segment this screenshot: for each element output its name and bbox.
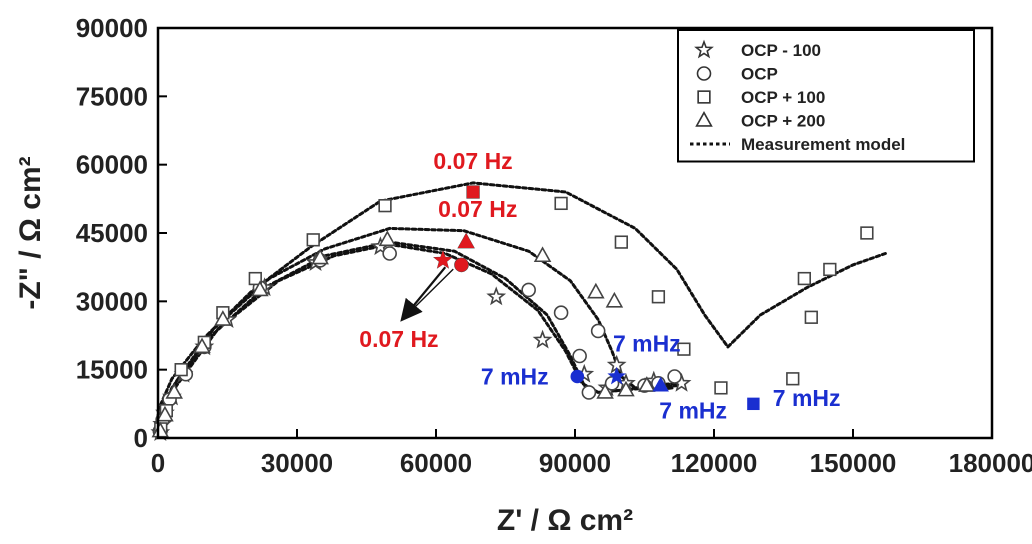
measurement-model-curve — [156, 226, 674, 417]
highlighted-circle-marker — [454, 258, 469, 272]
highlighted-triangle-marker — [457, 233, 475, 248]
legend-label: OCP - 100 — [741, 41, 821, 60]
triangle-marker — [151, 421, 170, 438]
measurement-model-curve — [156, 242, 679, 424]
y-tick-label: 45000 — [76, 218, 148, 248]
triangle-marker — [193, 337, 211, 354]
y-tick-label: 0 — [134, 423, 148, 453]
triangle-marker — [214, 310, 232, 326]
x-tick-label: 90000 — [539, 448, 611, 478]
legend-label: Measurement model — [741, 135, 905, 154]
legend-star-icon — [694, 39, 714, 59]
frequency-label: 0.07 Hz — [438, 196, 517, 222]
legend-square-icon — [697, 90, 711, 104]
triangle-marker — [596, 383, 614, 399]
highlighted-circle-marker — [570, 369, 585, 384]
square-marker — [804, 310, 818, 324]
triangle-marker — [587, 282, 605, 299]
square-marker — [860, 226, 874, 240]
legend: OCP - 100 OCP OCP + 100 OCP + 200 Measuremen… — [677, 29, 975, 163]
triangle-marker — [378, 230, 397, 247]
triangle-marker — [638, 376, 656, 392]
highlighted-square-marker — [466, 185, 480, 199]
triangle-marker — [617, 380, 635, 397]
x-tick-label: 30000 — [261, 448, 333, 478]
square-marker — [174, 363, 188, 377]
legend-label: OCP — [741, 65, 778, 84]
x-tick-label: 150000 — [810, 448, 897, 478]
square-marker — [306, 233, 320, 247]
circle-marker — [553, 305, 569, 321]
circle-marker — [382, 246, 397, 261]
frequency-label: 7 mHz — [773, 385, 841, 411]
y-tick-label: 75000 — [76, 81, 148, 111]
square-marker — [378, 199, 392, 213]
circle-marker — [667, 369, 682, 384]
highlighted-star-marker — [433, 250, 453, 269]
triangle-marker — [533, 246, 552, 263]
x-tick-label: 0 — [151, 448, 165, 478]
square-marker — [248, 271, 262, 286]
highlighted-triangle-marker — [652, 376, 669, 392]
annotation-arrow — [400, 266, 447, 322]
y-tick-label: 30000 — [76, 286, 148, 316]
square-marker — [614, 235, 628, 249]
x-axis-ticks: 0 30000 60000 90000 120000 150000 180000 — [151, 429, 1032, 478]
y-tick-label: 60000 — [76, 150, 148, 180]
legend-label: OCP + 200 — [741, 112, 825, 131]
highlighted-square-marker — [747, 397, 760, 411]
square-marker — [786, 372, 800, 386]
annotation-arrow — [409, 268, 454, 313]
frequency-label: 7 mHz — [481, 364, 549, 390]
triangle-marker — [156, 405, 174, 422]
highlighted-star-marker — [607, 366, 627, 385]
frequency-annotations-layer: 0.07 Hz 0.07 Hz 0.07 Hz 7 mHz 7 mHz 7 mHz 7 mH… — [359, 148, 840, 423]
legend-circle-icon — [696, 66, 712, 81]
y-axis-title: -Z" / Ω cm² — [14, 156, 47, 309]
square-marker — [714, 381, 728, 395]
data-markers-layer — [150, 185, 874, 441]
star-marker — [532, 329, 553, 349]
square-marker — [554, 196, 568, 211]
highlighted-points-layer — [433, 185, 760, 411]
y-axis-ticks: 0 15000 30000 45000 60000 75000 90000 — [76, 13, 167, 453]
circle-marker — [590, 323, 606, 339]
triangle-marker — [251, 280, 269, 297]
star-marker — [486, 286, 507, 306]
frequency-label: 0.07 Hz — [359, 326, 438, 352]
legend-box — [677, 29, 975, 163]
square-marker — [651, 290, 666, 304]
square-marker — [797, 271, 811, 286]
x-tick-label: 180000 — [949, 448, 1032, 478]
frequency-label: 0.07 Hz — [433, 148, 512, 174]
square-marker — [677, 342, 691, 356]
frequency-label: 7 mHz — [613, 330, 681, 356]
circle-marker — [521, 282, 536, 298]
x-tick-label: 120000 — [671, 448, 758, 478]
triangle-marker — [311, 248, 329, 265]
legend-triangle-icon — [695, 111, 713, 127]
frequency-label: 7 mHz — [659, 397, 727, 423]
square-marker — [823, 262, 837, 277]
x-axis-title: Z' / Ω cm² — [497, 504, 633, 537]
triangle-marker — [165, 383, 183, 399]
triangle-marker — [605, 291, 624, 308]
circle-marker — [581, 385, 597, 400]
circle-marker — [572, 348, 587, 364]
y-tick-label: 15000 — [76, 355, 148, 385]
legend-label: OCP + 100 — [741, 88, 825, 107]
y-tick-label: 90000 — [76, 13, 148, 43]
x-tick-label: 60000 — [400, 448, 472, 478]
